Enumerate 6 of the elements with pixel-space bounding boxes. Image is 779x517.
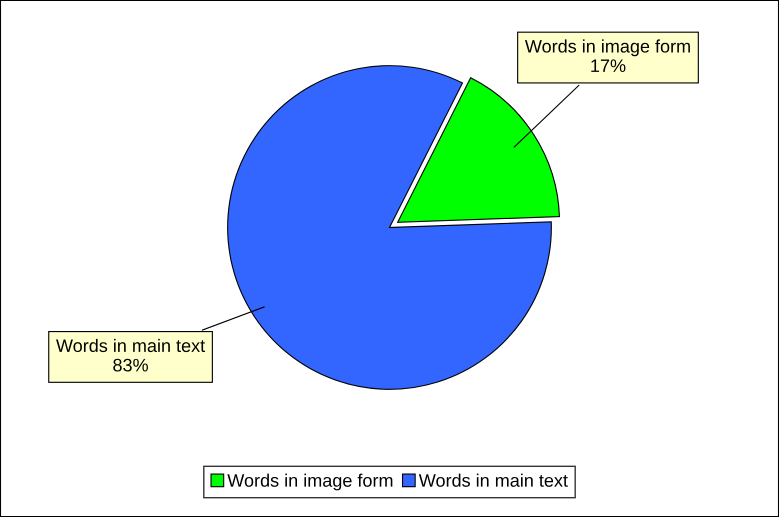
slice-label: Words in main text xyxy=(56,338,206,352)
slice-label: Words in image form xyxy=(524,39,690,56)
legend-label: Words in image form xyxy=(227,474,392,490)
data-label: 17% xyxy=(591,59,626,72)
data-label: 83% xyxy=(113,358,148,372)
legend-label: Words in main text xyxy=(418,474,568,487)
